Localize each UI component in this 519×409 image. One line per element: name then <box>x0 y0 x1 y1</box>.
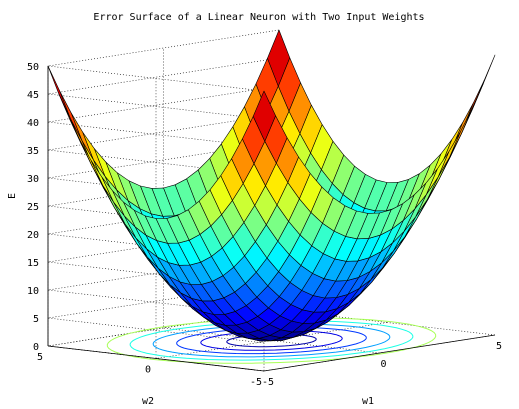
grid-line-w1 <box>278 30 496 336</box>
grid-line-z <box>47 281 280 344</box>
z-tick-label: 50 <box>27 62 39 73</box>
w2-tick-label: -5 <box>250 377 262 388</box>
axes <box>47 66 496 372</box>
surface-patch <box>47 65 71 119</box>
z-tick-label: 10 <box>27 286 39 297</box>
w2-tick-label: 5 <box>37 352 43 363</box>
chart-title: Error Surface of a Linear Neuron with Tw… <box>93 12 424 23</box>
grid-line-w1 <box>163 48 380 354</box>
grid-line-z <box>47 57 280 120</box>
z-tick-label: 30 <box>27 174 39 185</box>
z-tick-label: 0 <box>33 342 39 353</box>
grid-line-z <box>47 29 280 92</box>
surface-patch <box>70 112 94 161</box>
w2-tick-label: 0 <box>145 365 151 376</box>
z-axis-label: E <box>7 193 18 199</box>
x-axis-label: w1 <box>362 396 374 407</box>
surface-patches <box>47 29 496 342</box>
grid-line-z <box>47 85 280 148</box>
w1-tick-label: 0 <box>380 359 386 370</box>
w1-tick-label: -5 <box>262 377 274 388</box>
z-tick-label: 45 <box>27 90 39 101</box>
z-tick-label: 40 <box>27 118 39 129</box>
z-tick-label: 15 <box>27 258 39 269</box>
y-axis-label: w2 <box>142 396 154 407</box>
z-tick-label: 5 <box>33 314 39 325</box>
w2-axis-line <box>47 345 265 372</box>
w1-tick-label: 5 <box>496 341 502 352</box>
grid-line-z <box>47 113 280 176</box>
z-tick-label: 20 <box>27 230 39 241</box>
surface-patch <box>59 90 83 141</box>
z-tick-label: 35 <box>27 146 39 157</box>
w1-axis-line <box>263 334 496 372</box>
surface-patch <box>252 90 276 142</box>
grid-line-w2 <box>155 78 388 359</box>
z-tick-label: 25 <box>27 202 39 213</box>
